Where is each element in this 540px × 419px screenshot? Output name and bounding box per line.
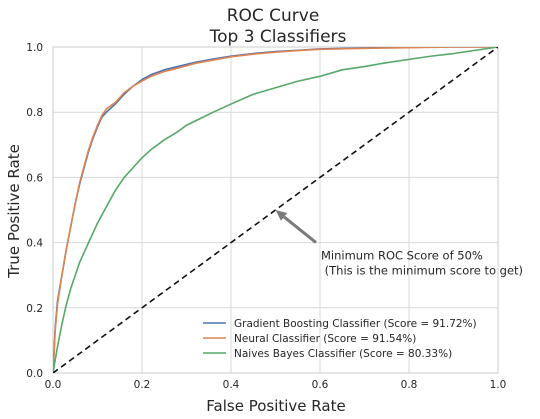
annotation-text-line2: (This is the minimum score to get): [321, 264, 523, 278]
legend: Gradient Boosting Classifier (Score = 91…: [203, 318, 477, 360]
y-tick-label: 1.0: [26, 42, 43, 54]
y-tick-label: 0.6: [26, 172, 43, 184]
series-line-2: [53, 47, 498, 373]
chart-title-line2: Top 3 Classifiers: [209, 27, 347, 47]
series-line-1: [53, 47, 498, 373]
x-tick-label: 0.8: [401, 379, 418, 391]
watermark-text: CSDN @愤斗的橘子: [389, 393, 527, 411]
x-axis-label: False Positive Rate: [206, 397, 345, 415]
annotation-arrow: [283, 215, 317, 244]
x-tick-label: 0.6: [312, 379, 329, 391]
tick-labels: 0.0 0.2 0.4 0.6 0.8 1.0 0.0 0.2 0.4 0.6 0.8 1.0: [26, 42, 506, 391]
chart-title-line1: ROC Curve: [227, 6, 320, 26]
legend-entry-label: Neural Classifier (Score = 91.54%): [234, 333, 416, 345]
annotation-group: Minimum ROC Score of 50% (This is the mi…: [275, 210, 523, 278]
annotation-text-line1: Minimum ROC Score of 50%: [321, 249, 483, 263]
x-tick-label: 0.0: [45, 379, 62, 391]
plot-area-frame: [52, 46, 499, 374]
legend-entry-label: Gradient Boosting Classifier (Score = 91…: [234, 318, 477, 330]
y-axis-label: True Positive Rate: [5, 144, 23, 279]
y-tick-label: 0.2: [26, 303, 43, 315]
annotation-arrow-head: [275, 210, 288, 221]
legend-entry-label: Naives Bayes Classifier (Score = 80.33%): [234, 348, 452, 360]
x-tick-label: 1.0: [490, 379, 507, 391]
y-tick-label: 0.0: [26, 368, 43, 380]
x-tick-label: 0.4: [223, 379, 240, 391]
y-tick-label: 0.8: [26, 107, 43, 119]
x-tick-label: 0.2: [134, 379, 151, 391]
y-tick-label: 0.4: [26, 238, 43, 250]
